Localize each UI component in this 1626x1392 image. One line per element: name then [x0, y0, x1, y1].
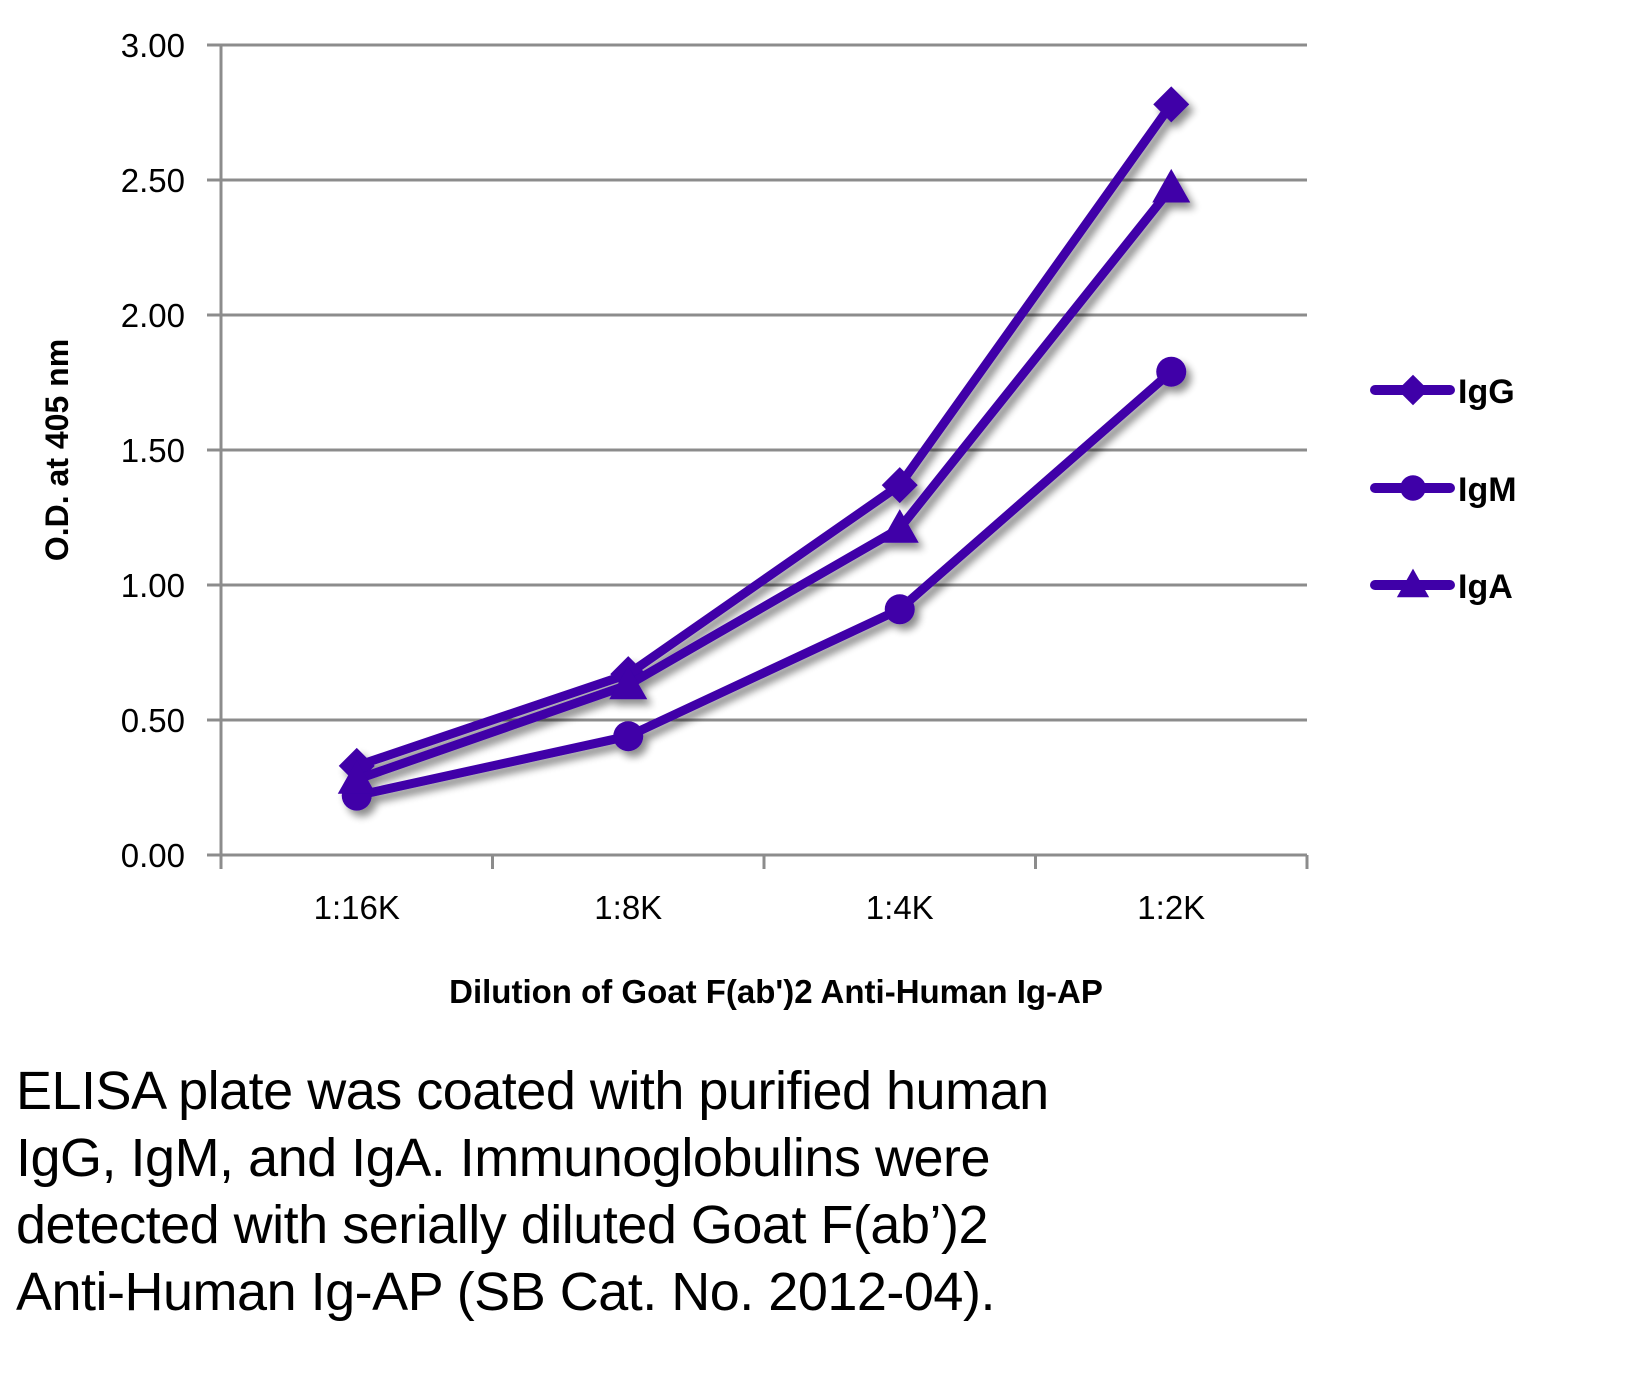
triangle-marker: [337, 760, 376, 794]
y-tick-label: 1.50: [121, 432, 185, 469]
legend: IgG IgM IgA: [1370, 373, 1517, 606]
triangle-marker: [880, 509, 919, 543]
figure-caption: ELISA plate was coated with purified hum…: [16, 1058, 1316, 1326]
circle-marker: [884, 594, 915, 625]
x-tick-label: 1:8K: [594, 889, 662, 926]
circle-marker: [1400, 475, 1426, 501]
legend-item-igm: IgM: [1370, 471, 1517, 509]
elisa-line-chart: 0.000.501.001.502.002.503.00 1:16K 1:8K 1:…: [39, 27, 1517, 1010]
x-tick-label: 1:16K: [314, 889, 400, 926]
x-tick-label: 1:2K: [1137, 889, 1205, 926]
series-line: [355, 368, 1175, 800]
circle-marker: [1156, 356, 1187, 387]
caption-line: ELISA plate was coated with purified hum…: [16, 1061, 1049, 1121]
series-line: [355, 185, 1175, 784]
caption-line: IgG, IgM, and IgA. Immunoglobulins were: [16, 1128, 991, 1188]
y-tick-label: 3.00: [121, 27, 185, 64]
series-igg: [338, 86, 1190, 784]
caption-line: detected with serially diluted Goat F(ab…: [16, 1195, 989, 1255]
triangle-marker: [1396, 568, 1430, 598]
x-axis-label: Dilution of Goat F(ab')2 Anti-Human Ig-A…: [449, 973, 1103, 1010]
series-igm: [341, 356, 1187, 811]
triangle-marker: [1152, 168, 1191, 203]
gridlines: [221, 43, 1307, 722]
x-tick-labels: 1:16K 1:8K 1:4K 1:2K: [314, 889, 1206, 926]
caption-line: Anti-Human Ig-AP (SB Cat. No. 2012-04).: [16, 1262, 995, 1322]
series-group: [337, 86, 1191, 811]
y-tick-label: 1.00: [121, 567, 185, 604]
diamond-marker: [881, 467, 918, 504]
legend-item-iga: IgA: [1370, 568, 1513, 606]
y-tick-labels: 0.00 0.50 1.00 1.50 2.00 2.50 3.00: [121, 27, 185, 874]
legend-item-igg: IgG: [1370, 373, 1515, 411]
diamond-marker: [1153, 86, 1190, 123]
legend-label: IgG: [1458, 373, 1515, 411]
y-tick-label: 2.00: [121, 297, 185, 334]
y-axis-label: O.D. at 405 nm: [39, 339, 75, 561]
x-tick-label: 1:4K: [866, 889, 934, 926]
series-line: [355, 101, 1175, 771]
legend-label: IgA: [1458, 568, 1513, 606]
y-tick-label: 2.50: [121, 162, 185, 199]
axes: [207, 43, 1309, 869]
triangle-marker: [609, 665, 648, 700]
circle-marker: [613, 721, 644, 752]
series-iga: [337, 168, 1191, 794]
y-tick-label: 0.00: [121, 837, 185, 874]
y-tick-label: 0.50: [121, 702, 185, 739]
diamond-marker: [1397, 374, 1429, 406]
legend-label: IgM: [1458, 471, 1517, 509]
